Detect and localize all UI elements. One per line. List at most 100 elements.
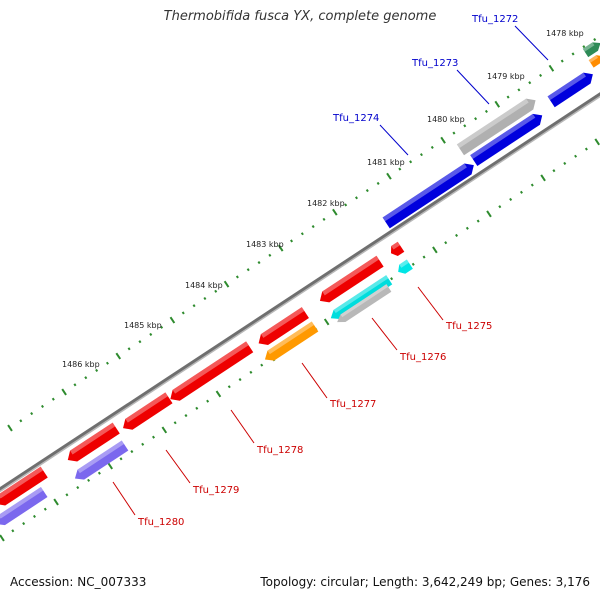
gene-arrow-forward[interactable] [470, 110, 546, 166]
outer-scale-minor-tick [268, 253, 272, 257]
gene-arrow-reverse-shine [0, 466, 44, 499]
inner-scale-minor-tick [119, 457, 123, 461]
gene-arrow-reverse-shine [391, 241, 401, 250]
outer-scale-minor-tick [290, 239, 294, 243]
gene-arrow-reverse[interactable] [72, 440, 129, 483]
gene-arrow-reverse[interactable] [388, 241, 405, 259]
gene-label[interactable]: Tfu_1273 [411, 58, 458, 69]
gene-arrow-forward[interactable] [582, 39, 600, 58]
inner-scale-minor-tick [87, 478, 91, 482]
gene-arrow-forward[interactable] [547, 69, 597, 108]
gene-label[interactable]: Tfu_1278 [256, 445, 303, 456]
gene-arrow-reverse[interactable] [0, 466, 48, 510]
map-title: Thermobifida fusca YX, complete genome [163, 9, 437, 24]
inner-scale-major-tick [215, 390, 222, 398]
gene-arrow-reverse[interactable] [395, 259, 413, 277]
outer-scale-minor-tick [300, 232, 304, 236]
outer-scale-major-tick [277, 244, 284, 252]
outer-scale-minor-tick [528, 81, 532, 85]
kbp-label: 1480 kbp [427, 115, 465, 124]
gene-arrow-reverse-body [74, 440, 129, 480]
gene-arrow-reverse-body [258, 307, 309, 345]
gene-arrow-forward[interactable] [456, 95, 539, 156]
gene-label[interactable]: Tfu_1280 [137, 517, 184, 528]
inner-scale-minor-tick [173, 421, 177, 425]
gene-arrow-reverse-body [337, 284, 392, 323]
gene-arrow-reverse-shine [125, 392, 168, 423]
gene-arrow-reverse[interactable] [255, 307, 309, 349]
gene-arrow-reverse-body [390, 241, 405, 256]
gene-arrow-forward-shine [470, 113, 536, 159]
gene-arrow-forward-shine [456, 98, 529, 149]
gene-arrow-reverse[interactable] [167, 341, 254, 404]
inner-scale-major-tick [486, 210, 492, 218]
outer-scale-minor-tick [214, 289, 218, 293]
gene-arrow-reverse[interactable] [64, 422, 120, 466]
gene-arrow-reverse-body [67, 422, 120, 462]
gene-arrow-reverse[interactable] [262, 321, 319, 364]
inner-scale-minor-tick [130, 450, 134, 454]
outer-scale-minor-tick [73, 383, 77, 387]
outer-scale-major-tick [169, 316, 176, 324]
kbp-label: 1486 kbp [62, 360, 100, 369]
gene-arrow-reverse-body [264, 321, 319, 361]
gene-arrow-reverse-shine [172, 341, 249, 394]
gene-label-leader [371, 317, 398, 351]
gene-label[interactable]: Tfu_1272 [471, 14, 518, 25]
gene-arrow-reverse-body [330, 275, 393, 320]
gene-arrow-forward[interactable] [382, 160, 478, 229]
gene-arrow-reverse-body [398, 259, 413, 274]
gene-arrow-reverse[interactable] [335, 284, 392, 326]
gene-label-leader [379, 124, 409, 156]
inner-scale-minor-tick [498, 205, 502, 209]
outer-scale-minor-tick [105, 361, 109, 365]
gene-arrow-forward-shine [382, 163, 467, 222]
gene-arrow-reverse-body [123, 392, 173, 430]
inner-scale-minor-tick [184, 414, 188, 418]
gene-label[interactable]: Tfu_1275 [445, 321, 492, 332]
gene-label[interactable]: Tfu_1279 [192, 485, 239, 496]
gene-arrow-reverse[interactable] [0, 487, 48, 529]
inner-scale-minor-tick [32, 514, 36, 518]
outer-scale-minor-tick [463, 124, 467, 128]
gene-arrow-reverse-shine [399, 259, 409, 268]
gene-arrow-reverse-shine [333, 275, 389, 314]
outer-scale-minor-tick [203, 296, 207, 301]
inner-scale-major-tick [540, 174, 546, 182]
gene-arrow-forward-shine [588, 55, 599, 63]
gene-arrow-forward-body [588, 55, 600, 68]
gene-arrow-reverse-shine [340, 284, 389, 318]
inner-scale-minor-tick [465, 226, 469, 230]
inner-scale-minor-tick [509, 197, 513, 202]
inner-scale-minor-tick [519, 190, 523, 194]
outer-scale-minor-tick [484, 109, 488, 114]
gene-label[interactable]: Tfu_1274 [332, 113, 379, 124]
gene-arrow-reverse-body [0, 466, 48, 506]
outer-scale-minor-tick [127, 347, 131, 351]
outer-scale-minor-tick [160, 325, 164, 329]
inner-scale-major-tick [107, 462, 113, 470]
inner-scale-minor-tick [141, 442, 145, 446]
outer-scale-minor-tick [311, 225, 315, 229]
gene-arrow-reverse-shine [267, 321, 315, 355]
gene-arrow-forward[interactable] [588, 52, 600, 68]
gene-arrow-reverse[interactable] [119, 392, 173, 433]
outer-scale-minor-tick [40, 404, 44, 408]
accession-label: Accession: NC_007333 [10, 575, 147, 589]
inner-scale-minor-tick [152, 435, 156, 439]
gene-arrow-reverse[interactable] [328, 275, 393, 323]
gene-label[interactable]: Tfu_1276 [399, 352, 446, 363]
gene-arrow-forward-body [582, 42, 600, 58]
genome-summary-label: Topology: circular; Length: 3,642,249 bp… [260, 575, 590, 589]
outer-scale-minor-tick [354, 196, 358, 200]
outer-scale-minor-tick [430, 145, 434, 149]
outer-scale-minor-tick [452, 131, 456, 135]
inner-scale-major-tick [53, 498, 59, 506]
inner-scale-minor-tick [195, 406, 199, 410]
gene-arrow-reverse-shine [322, 255, 379, 296]
outer-scale-minor-tick [235, 275, 239, 279]
gene-label[interactable]: Tfu_1277 [329, 399, 376, 410]
gene-arrow-reverse[interactable] [316, 255, 384, 306]
inner-scale-minor-tick [206, 399, 210, 403]
